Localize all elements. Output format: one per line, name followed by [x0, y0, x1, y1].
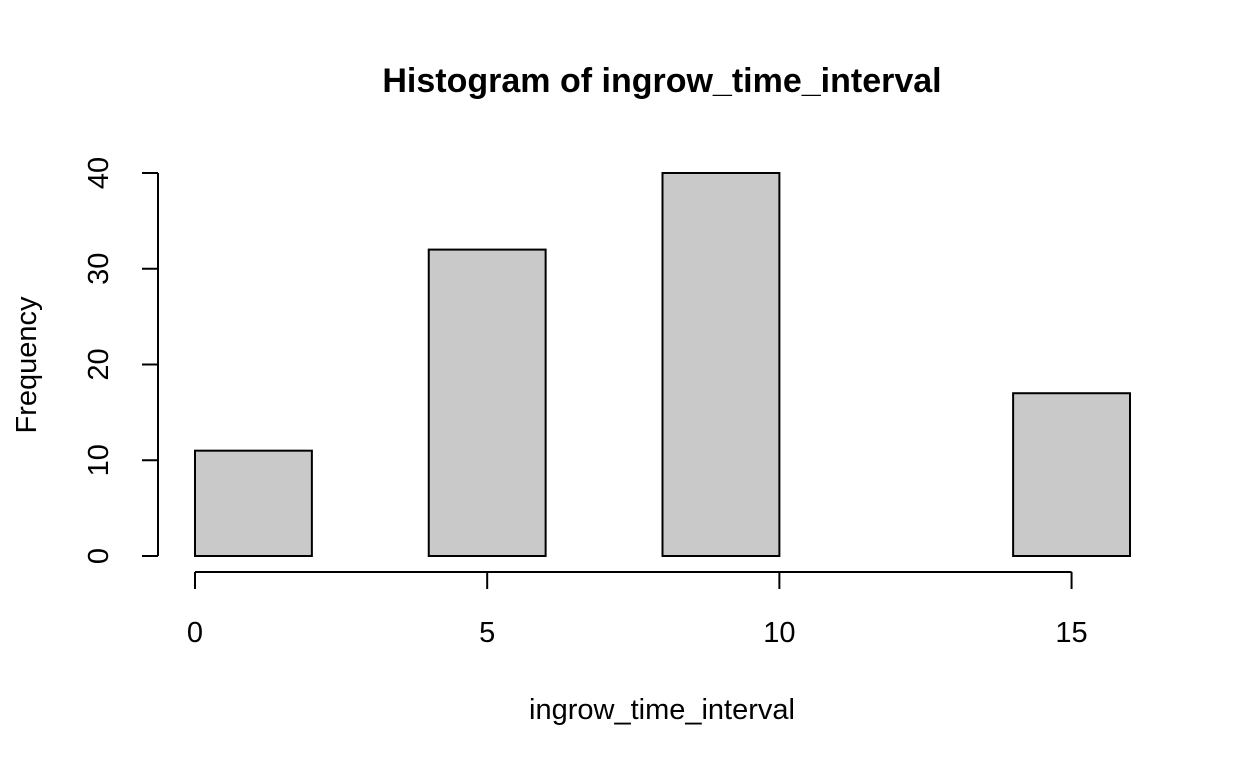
x-tick-label: 10 [763, 617, 795, 649]
histogram-bar-0 [194, 449, 313, 557]
histogram-bar-2 [427, 248, 547, 557]
x-axis-label: ingrow_time_interval [529, 694, 795, 726]
x-tick-label: 5 [479, 617, 495, 649]
y-tick-label: 10 [83, 444, 115, 476]
histogram-bar-4 [661, 172, 781, 557]
bars-group [194, 172, 1131, 557]
y-axis-label: Frequency [11, 296, 43, 434]
y-tick-label: 40 [83, 157, 115, 189]
x-tick-label: 15 [1055, 617, 1087, 649]
x-axis: 0 5 10 15 [187, 571, 1088, 649]
x-tick-label: 0 [187, 617, 203, 649]
y-tick-label: 0 [83, 548, 115, 564]
y-tick-label: 20 [83, 348, 115, 380]
chart-title: Histogram of ingrow_time_interval [382, 62, 941, 100]
y-tick-label: 30 [83, 253, 115, 285]
histogram-bar-7 [1012, 392, 1131, 557]
y-axis: 0 10 20 30 40 [83, 157, 159, 564]
